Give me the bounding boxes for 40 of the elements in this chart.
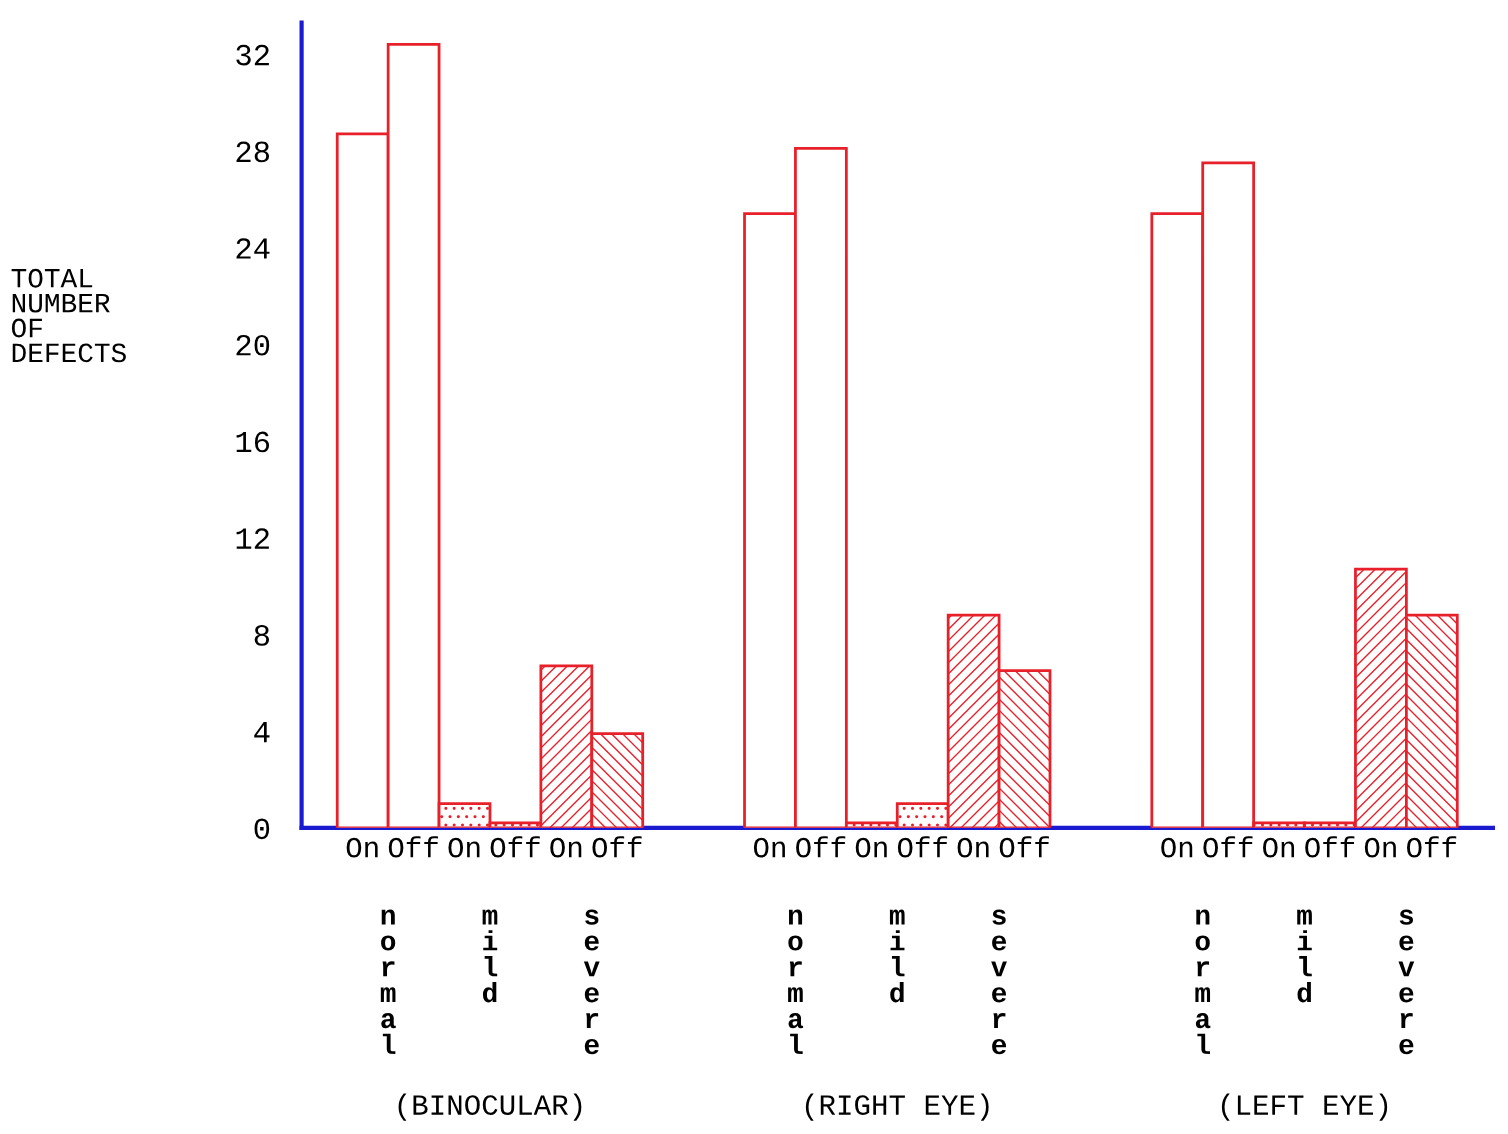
text: normal [788, 909, 804, 1054]
x-tick-label: Off [1305, 836, 1355, 858]
x-tick-label: On [753, 837, 785, 858]
y-tick-label: 0 [254, 818, 270, 840]
y-tick-label: 20 [236, 334, 270, 356]
text: severe [583, 909, 600, 1055]
x-tick-label: Off [388, 836, 438, 858]
text: (LEFT EYE) [1221, 1093, 1388, 1121]
text: severe [1398, 909, 1415, 1055]
y-axis-title: TOTAL NUMBER OF DEFECTS [11, 268, 126, 363]
text: normal [380, 909, 396, 1054]
x-tick-label: Off [999, 836, 1049, 858]
x-tick-label: On [957, 837, 989, 858]
text: (BINOCULAR) [398, 1093, 582, 1121]
text: severe [991, 909, 1007, 1055]
x-tick-label: On [346, 837, 378, 858]
y-tick-label: 16 [236, 431, 270, 453]
y-tick-label: 32 [236, 44, 269, 66]
x-tick-label: On [550, 837, 582, 858]
x-tick-label: Off [897, 836, 948, 858]
y-tick-label: 28 [236, 141, 270, 163]
y-tick-label: 24 [236, 238, 270, 259]
y-tick-label: 12 [236, 528, 269, 549]
y-tick-label: 4 [254, 722, 270, 743]
x-tick-label: Off [490, 836, 540, 858]
x-tick-label: Off [592, 836, 642, 858]
x-tick-label: On [1263, 837, 1295, 858]
text: mild [482, 909, 498, 1003]
text: mild [1297, 909, 1312, 1003]
x-tick-label: Off [796, 836, 846, 858]
text: mild [889, 909, 905, 1003]
text: normal [1195, 909, 1211, 1054]
x-tick-label: On [855, 837, 887, 858]
text: (RIGHT EYE) [805, 1093, 989, 1121]
x-tick-label: On [1364, 837, 1396, 858]
x-tick-label: Off [1203, 836, 1253, 858]
y-tick-label: 8 [254, 625, 270, 646]
x-tick-label: On [448, 837, 480, 858]
x-tick-label: On [1161, 837, 1193, 858]
x-tick-label: Off [1407, 836, 1457, 858]
